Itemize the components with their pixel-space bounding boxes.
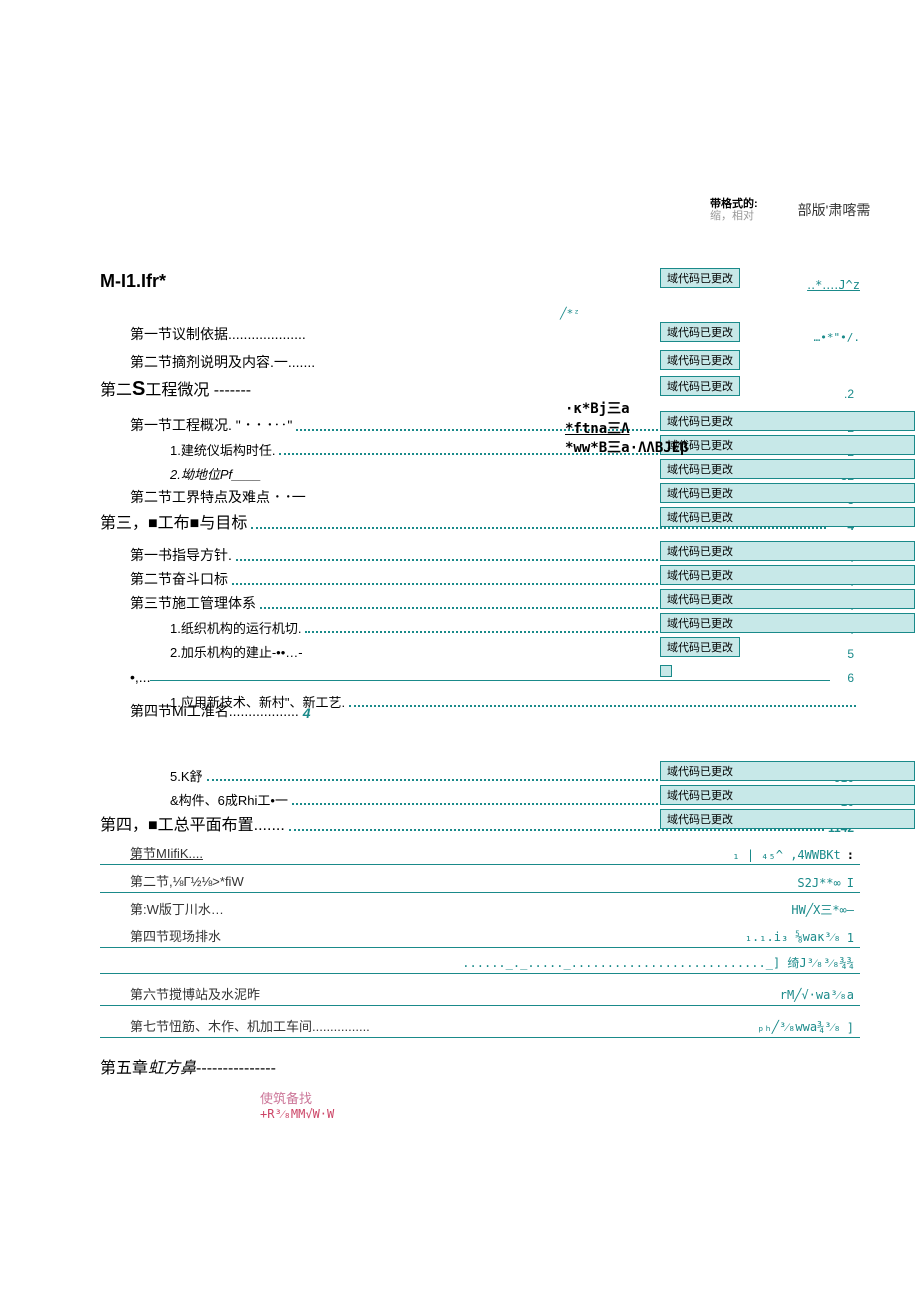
toc-item: •,... xyxy=(130,669,150,685)
row-tail: 1 xyxy=(847,931,860,945)
field-changed-tag: 域代码已更改 xyxy=(660,541,915,561)
format-label-line1: 带格式的: xyxy=(710,198,758,210)
toc-row: ......_._....._.........................… xyxy=(100,954,860,974)
code-line: *ww*B三a·ΛΛBJEβ xyxy=(565,439,689,459)
toc-row: 第七节忸筋、木作、机加工车间................ ₚₕ╱³⁄₈wwa… xyxy=(100,1016,860,1038)
field-changed-tag: 域代码已更改 xyxy=(660,613,915,633)
toc-subitem: 5.K舒 xyxy=(170,766,203,785)
field-changed-tag: 域代码已更改 xyxy=(660,376,740,396)
page-number: 5 xyxy=(830,647,854,661)
toc-right-code: ₚₕ╱³⁄₈wwa¾³⁄₈ xyxy=(757,1020,846,1035)
toc-item: 第一书指导方针. xyxy=(130,545,232,565)
toc-subitem: 1.纸织机构的运行机切. xyxy=(170,618,301,637)
code-line: *ftna三Λ xyxy=(565,420,689,440)
toc-item: 第二节奋斗口标 xyxy=(130,569,228,589)
toc-row: 第四节现场排水 ₁.₁.i₃ ⅝waк³⁄₈ 1 xyxy=(100,926,860,948)
toc-item: 第二节摘剂说明及内容.一....... xyxy=(130,352,315,372)
toc-row: 第节MIifiK.... ₁ | ₄₅^ ,4WWBKt : xyxy=(100,843,860,865)
toc-chapter: 第二S工程微况 ------- xyxy=(100,376,251,401)
field-changed-tag: 域代码已更改 xyxy=(660,761,915,781)
field-changed-tag: 域代码已更改 xyxy=(660,637,740,657)
field-changed-tag: 域代码已更改 xyxy=(660,565,915,585)
header-right-text: 部版'肃喀需 xyxy=(798,200,871,220)
document-page: 带格式的: 缩，相对 部版'肃喀需 M-I1.Ifr* ‥*‥‥J^z 域代码已… xyxy=(0,0,920,1120)
toc-item: 第一节议制依据.................... xyxy=(130,324,306,344)
toc-right-code: ₁ | ₄₅^ ,4WWBKt xyxy=(732,848,846,862)
toc-chapter: 第四，■工总平面布置....... xyxy=(100,811,285,835)
footer-line1: 使筑备找 xyxy=(260,1088,660,1107)
toc-row: 第:W版丁川水… HW╱X三*∞— xyxy=(100,899,860,920)
footer-line2: +R³⁄₈MM√W·W xyxy=(260,1107,660,1122)
field-changed-tag: 域代码已更改 xyxy=(660,268,740,288)
toc-subitem: 2.坳地位Pf____ xyxy=(170,464,261,483)
toc-title-right: ‥*‥‥J^z xyxy=(807,278,860,292)
table-of-contents: M-I1.Ifr* ‥*‥‥J^z 域代码已更改 ╱*ᶻ 第一节议制依据....… xyxy=(100,270,860,1078)
field-changed-tag: 域代码已更改 xyxy=(660,411,915,431)
toc-item: 第六节搅博站及水泥昨 xyxy=(100,984,260,1003)
toc-row: 第二节,⅛Γ½⅛>*fiW S2J**∞ I xyxy=(100,871,860,893)
leader-dots xyxy=(251,527,826,529)
toc-subitem: &构件、6成Rhi工•一 xyxy=(170,790,288,809)
toc-right-code: S2J**∞ xyxy=(797,876,846,890)
toc-item: 第二节工界特点及难点 ･ ･一 xyxy=(130,487,306,507)
toc-right-code: ₁.₁.i₃ ⅝waк³⁄₈ xyxy=(745,930,847,945)
toc-item: 第七节忸筋、木作、机加工车间................ xyxy=(100,1016,370,1035)
footer-note: 使筑备找 +R³⁄₈MM√W·W xyxy=(260,1088,660,1122)
toc-right-code: rM╱√·wa³⁄₈a xyxy=(780,988,860,1003)
toc-title-under: ╱*ᶻ xyxy=(560,307,580,320)
change-marker-icon xyxy=(660,665,672,677)
toc-item: 第:W版丁川水… xyxy=(100,899,224,918)
leader-dots xyxy=(289,829,824,831)
code-line: ·κ*Bj三a xyxy=(565,400,689,420)
field-changed-tag: 域代码已更改 xyxy=(660,322,740,342)
toc-item: 第一节工程概况. " ･ ･ ･‥" xyxy=(130,415,292,435)
toc-row: 第六节搅博站及水泥昨 rM╱√·wa³⁄₈a xyxy=(100,984,860,1006)
toc-item: 第二节,⅛Γ½⅛>*fiW xyxy=(100,871,244,890)
code-annotation: ·κ*Bj三a *ftna三Λ *ww*B三a·ΛΛBJEβ xyxy=(565,400,689,459)
page-number: 4 xyxy=(303,705,311,721)
toc-right-code: ......_._....._.........................… xyxy=(302,954,860,971)
page-number: .2 xyxy=(830,387,854,401)
toc-chapter: 第三，■工布■与目标 xyxy=(100,509,247,533)
toc-right-code: HW╱X三*∞— xyxy=(791,901,860,918)
toc-item: 第节MIifiK.... xyxy=(100,843,203,862)
field-changed-tag: 域代码已更改 xyxy=(660,350,740,370)
header-annotation: 带格式的: 缩，相对 部版'肃喀需 xyxy=(710,198,870,222)
toc-item: 第四节现场排水 xyxy=(100,926,221,945)
row-tail: : xyxy=(847,848,860,862)
toc-subitem: 2.加乐机构的建止-••…- xyxy=(170,642,303,661)
field-changed-tag: 域代码已更改 xyxy=(660,435,915,455)
field-changed-tag: 域代码已更改 xyxy=(660,483,915,503)
row-tail: ] xyxy=(847,1021,860,1035)
field-changed-tag: 域代码已更改 xyxy=(660,785,915,805)
field-changed-tag: 域代码已更改 xyxy=(660,809,915,829)
field-changed-tag: 域代码已更改 xyxy=(660,507,915,527)
toc-chapter: 第五章虹方鼻--------------- xyxy=(100,1054,276,1078)
field-changed-tag: 域代码已更改 xyxy=(660,459,915,479)
row-tail: I xyxy=(847,876,860,890)
format-label-line2: 缩，相对 xyxy=(710,210,758,222)
toc-item: 第三节施工管理体系 xyxy=(130,593,256,613)
field-changed-tag: 域代码已更改 xyxy=(660,589,915,609)
toc-subitem: 1.建统仪垢构时任. xyxy=(170,440,275,459)
toc-item: 第四节Mi工淮名.................. xyxy=(130,701,299,721)
toc-right: …•*"•/. xyxy=(814,331,860,344)
format-label: 带格式的: 缩，相对 xyxy=(710,198,758,222)
page-number: 6 xyxy=(830,671,854,685)
toc-title: M-I1.Ifr* xyxy=(100,271,166,292)
